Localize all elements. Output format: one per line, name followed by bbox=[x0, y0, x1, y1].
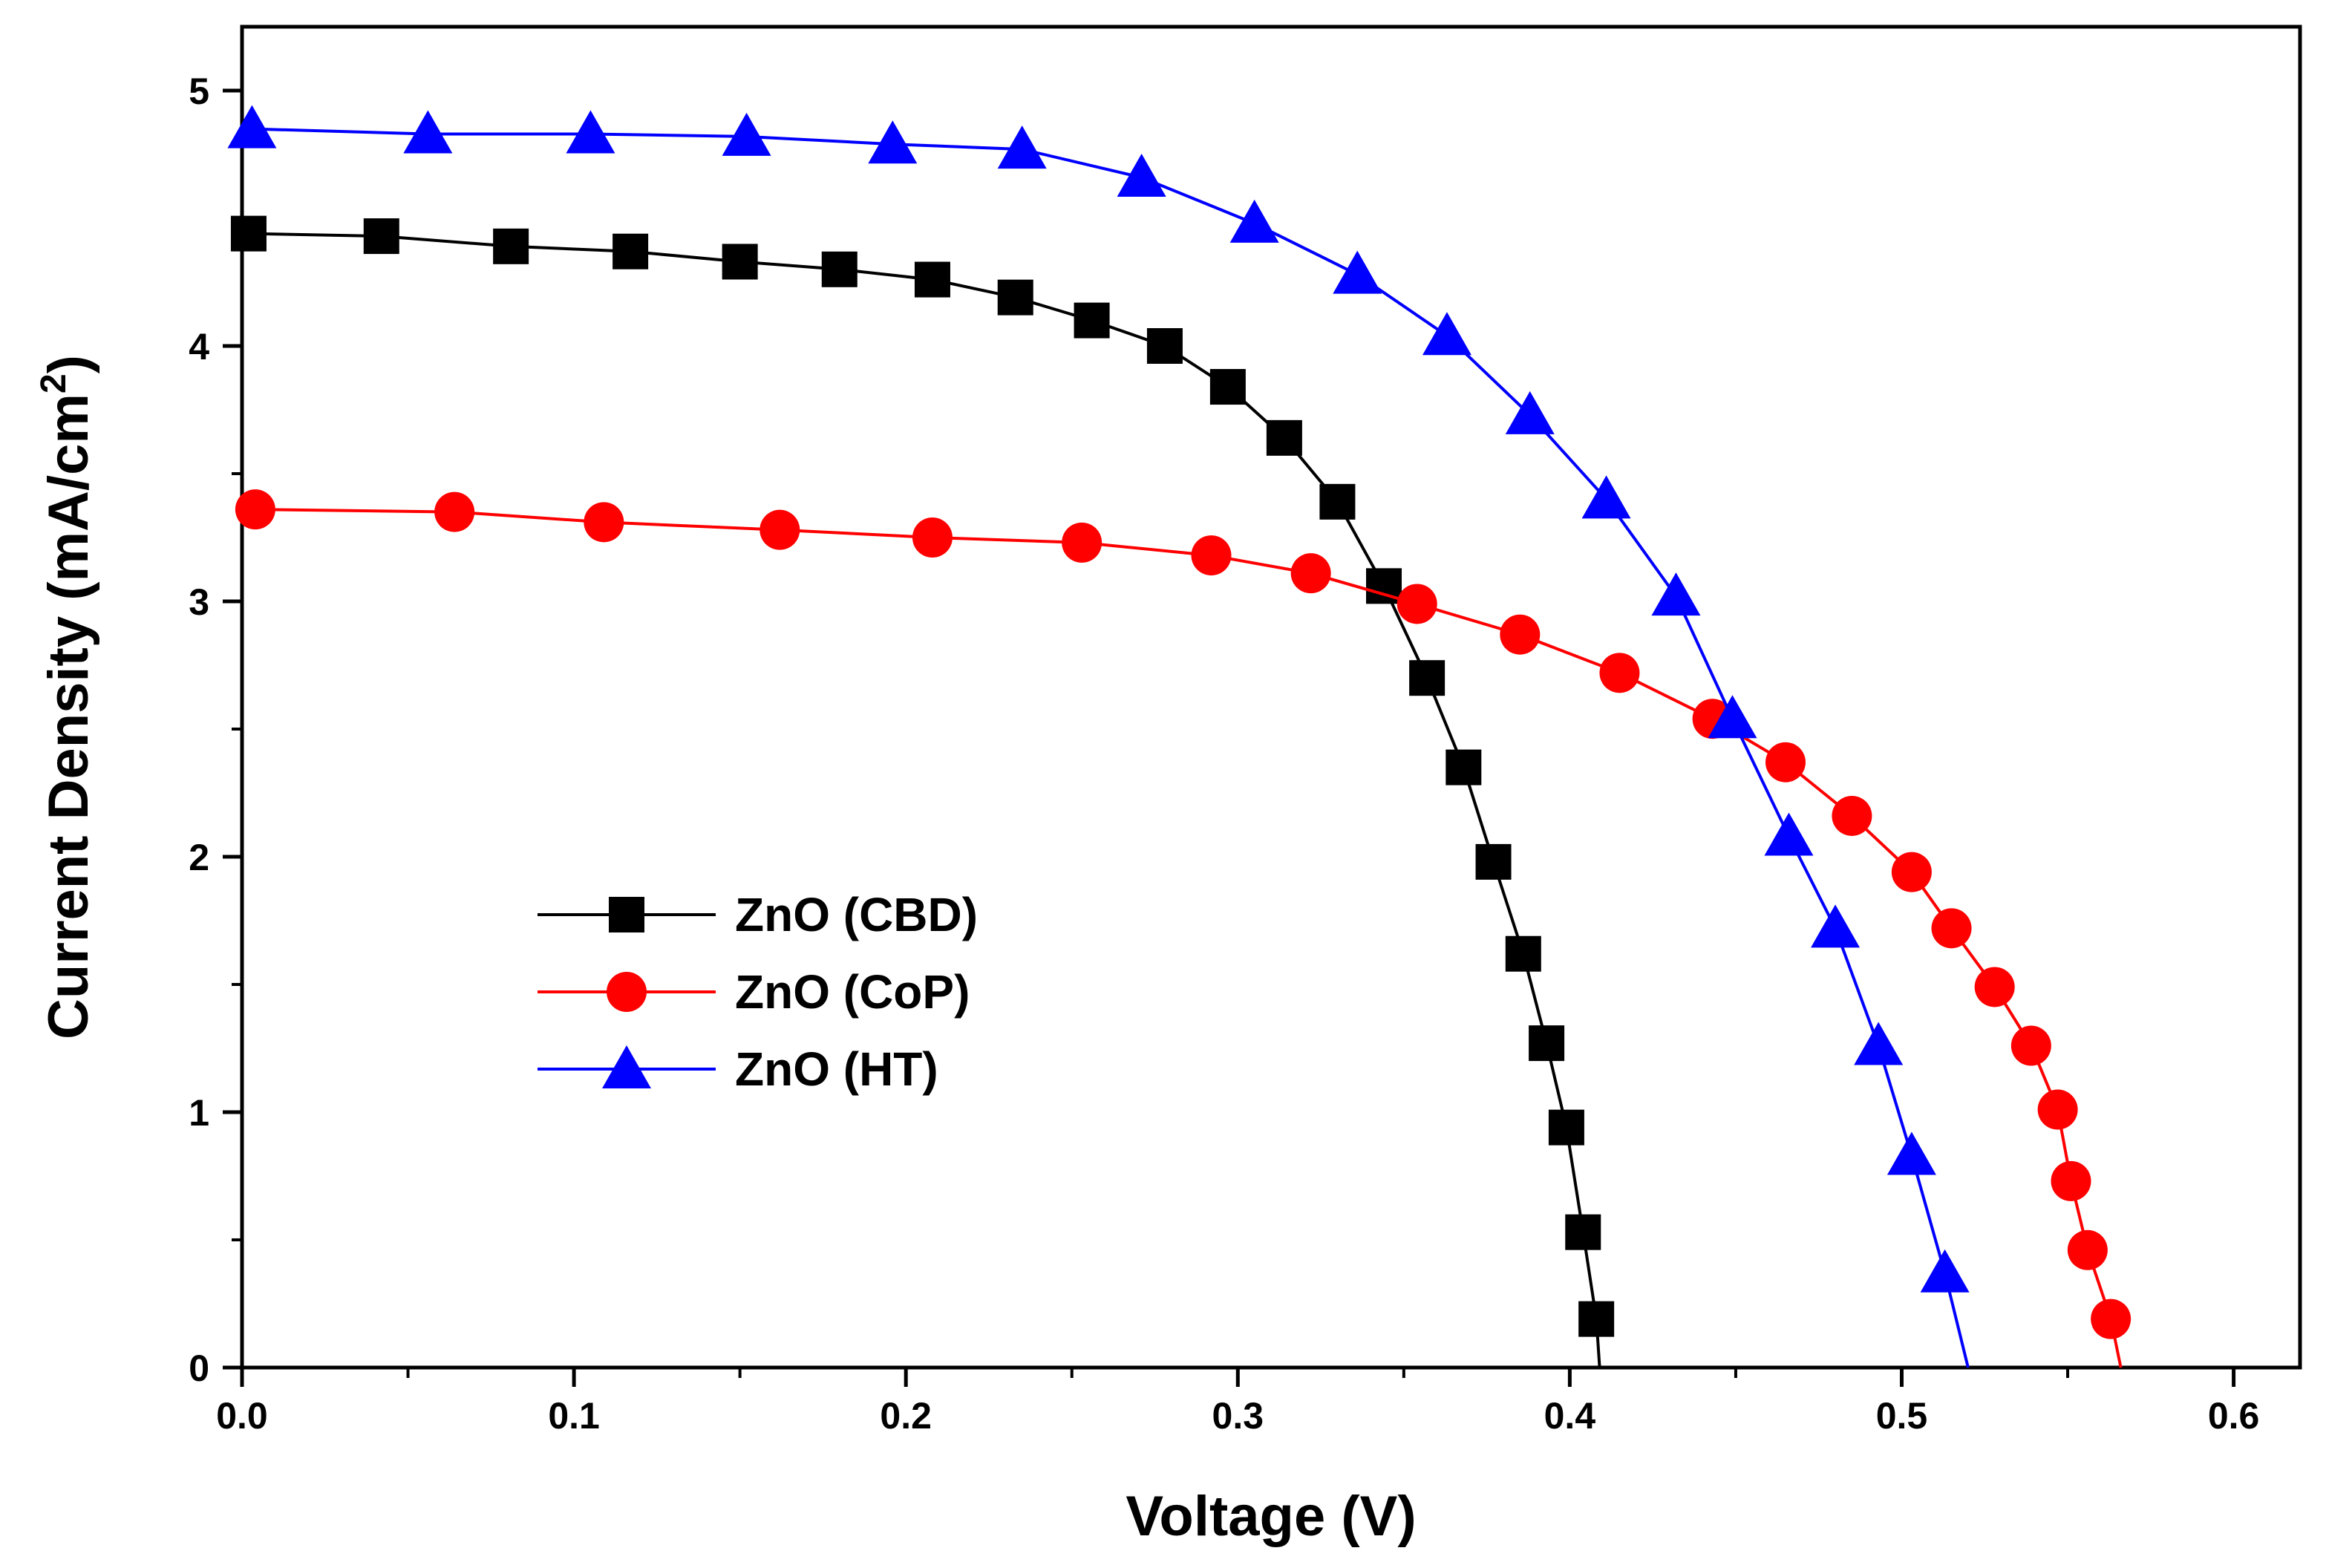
y-axis-title-suffix: ) bbox=[37, 355, 100, 373]
x-tick-label: 0.4 bbox=[1544, 1395, 1596, 1437]
data-point-square bbox=[914, 261, 950, 298]
legend-marker-circle bbox=[607, 972, 647, 1012]
legend-item-cop: ZnO (CoP) bbox=[538, 965, 970, 1019]
data-point-triangle bbox=[1811, 904, 1861, 948]
data-point-square bbox=[1074, 302, 1110, 339]
data-point-circle bbox=[2037, 1089, 2078, 1130]
data-point-circle bbox=[1396, 584, 1437, 624]
x-tick-label: 0.6 bbox=[2208, 1395, 2260, 1437]
x-tick-label: 0.3 bbox=[1212, 1395, 1264, 1437]
data-point-circle bbox=[2091, 1298, 2132, 1339]
data-point-triangle bbox=[868, 120, 918, 164]
data-point-square bbox=[997, 279, 1033, 316]
data-point-circle bbox=[1599, 653, 1640, 693]
data-point-triangle bbox=[566, 110, 615, 154]
data-point-square bbox=[1146, 328, 1183, 364]
data-point-square bbox=[612, 233, 649, 270]
x-axis-title: Voltage (V) bbox=[1126, 1485, 1416, 1548]
y-axis-ticks: 0 1 2 3 4 5 bbox=[189, 71, 242, 1389]
data-point-square bbox=[1209, 369, 1246, 405]
data-point-triangle bbox=[1229, 199, 1279, 243]
legend-item-ht: ZnO (HT) bbox=[538, 1042, 938, 1096]
y-tick-label: 4 bbox=[189, 326, 209, 368]
data-point-circle bbox=[1290, 553, 1331, 594]
data-point-square bbox=[493, 228, 529, 264]
data-point-circle bbox=[1891, 852, 1932, 892]
data-point-square bbox=[1319, 483, 1356, 520]
series-layer bbox=[227, 105, 2132, 1368]
data-point-triangle bbox=[1117, 153, 1166, 197]
series-line bbox=[252, 127, 1970, 1368]
data-point-square bbox=[1475, 843, 1512, 880]
data-point-circle bbox=[2010, 1025, 2051, 1066]
x-tick-label: 0.2 bbox=[880, 1395, 932, 1437]
data-point-square bbox=[1548, 1109, 1584, 1146]
data-point-square bbox=[1266, 419, 1302, 456]
data-point-circle bbox=[584, 502, 624, 543]
legend-label-ht: ZnO (HT) bbox=[735, 1042, 938, 1096]
data-point-triangle bbox=[1854, 1022, 1904, 1065]
legend-label-cop: ZnO (CoP) bbox=[735, 965, 970, 1019]
data-point-circle bbox=[1062, 522, 1102, 563]
data-point-circle bbox=[434, 491, 475, 532]
data-point-circle bbox=[1974, 967, 2015, 1007]
data-point-square bbox=[363, 218, 399, 255]
data-point-triangle bbox=[1764, 812, 1814, 856]
plot-frame bbox=[240, 24, 2302, 1370]
series-line bbox=[248, 232, 1601, 1368]
y-axis-title-main: Current Density (mA/cm bbox=[37, 393, 100, 1039]
series-2 bbox=[227, 105, 1970, 1368]
y-tick-label: 5 bbox=[189, 71, 209, 112]
data-point-triangle bbox=[1920, 1249, 1970, 1293]
data-point-triangle bbox=[1422, 312, 1471, 356]
data-point-triangle bbox=[1708, 695, 1757, 739]
data-point-triangle bbox=[1333, 250, 1382, 294]
data-point-square bbox=[821, 251, 858, 287]
data-point-square bbox=[230, 215, 267, 252]
data-point-triangle bbox=[227, 105, 277, 148]
y-axis-title-superscript: 2 bbox=[34, 373, 74, 393]
x-axis-ticks: 0.0 0.1 0.2 0.3 0.4 0.5 0.6 bbox=[216, 1368, 2259, 1437]
data-point-square bbox=[1529, 1025, 1565, 1062]
data-point-triangle bbox=[403, 110, 453, 154]
data-point-triangle bbox=[1581, 475, 1631, 519]
y-tick-label: 1 bbox=[189, 1092, 209, 1134]
data-point-triangle bbox=[1505, 391, 1555, 434]
series-1 bbox=[235, 489, 2132, 1368]
y-axis-title: Current Density (mA/cm2) bbox=[34, 355, 100, 1039]
data-point-triangle bbox=[1651, 572, 1701, 616]
data-point-circle bbox=[912, 517, 953, 558]
x-tick-label: 0.0 bbox=[216, 1395, 268, 1437]
data-point-circle bbox=[2051, 1160, 2091, 1201]
data-point-circle bbox=[1765, 742, 1806, 783]
legend-marker-triangle bbox=[602, 1045, 651, 1088]
data-point-square bbox=[1409, 660, 1446, 696]
data-point-circle bbox=[1931, 908, 1972, 949]
data-point-square bbox=[1446, 749, 1482, 785]
data-point-square bbox=[1578, 1301, 1615, 1337]
data-point-triangle bbox=[997, 125, 1047, 169]
data-point-square bbox=[1505, 935, 1541, 972]
legend: ZnO (CBD) ZnO (CoP) ZnO (HT) bbox=[538, 888, 978, 1096]
x-tick-label: 0.5 bbox=[1876, 1395, 1928, 1437]
data-point-circle bbox=[1191, 535, 1232, 576]
data-point-circle bbox=[1500, 614, 1541, 655]
data-point-triangle bbox=[1886, 1131, 1936, 1175]
data-point-circle bbox=[235, 489, 275, 530]
data-point-circle bbox=[2067, 1229, 2108, 1270]
data-point-circle bbox=[1832, 795, 1872, 836]
y-tick-label: 3 bbox=[189, 581, 209, 623]
legend-marker-square bbox=[609, 897, 644, 932]
data-point-square bbox=[1565, 1214, 1601, 1250]
x-tick-label: 0.1 bbox=[548, 1395, 600, 1437]
data-point-triangle bbox=[722, 112, 771, 156]
data-point-circle bbox=[760, 509, 800, 550]
data-point-square bbox=[722, 244, 758, 280]
y-tick-label: 2 bbox=[189, 837, 209, 878]
series-0 bbox=[230, 215, 1615, 1368]
legend-item-cbd: ZnO (CBD) bbox=[538, 888, 978, 941]
y-tick-label: 0 bbox=[189, 1348, 209, 1389]
legend-label-cbd: ZnO (CBD) bbox=[735, 888, 978, 941]
